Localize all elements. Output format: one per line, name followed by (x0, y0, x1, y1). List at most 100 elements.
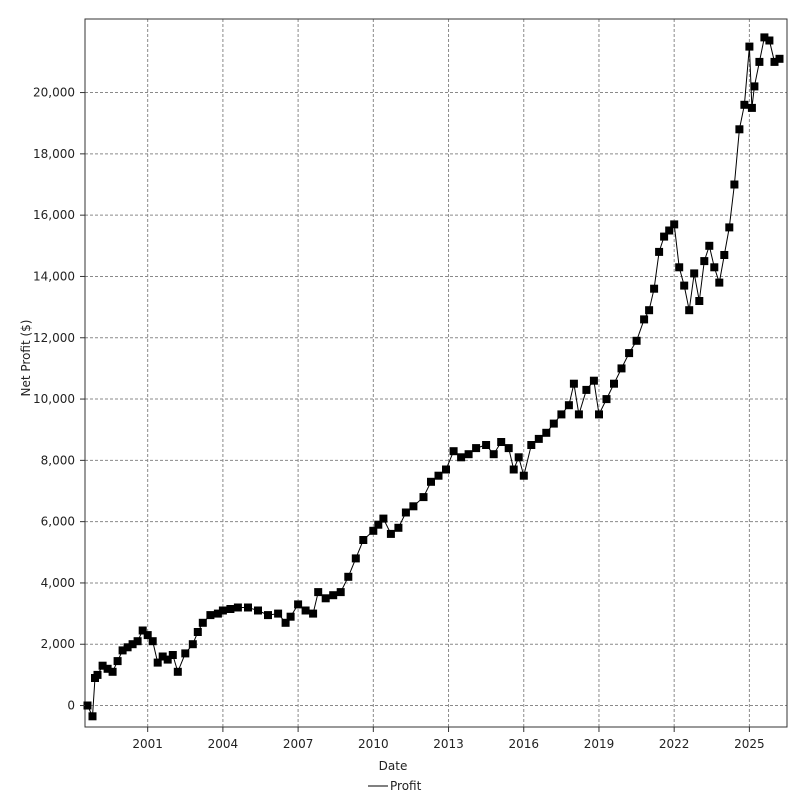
data-point (409, 502, 418, 511)
data-point (128, 640, 137, 649)
data-point (386, 529, 395, 538)
data-point (359, 536, 368, 544)
data-point (509, 465, 518, 474)
x-tick-label: 2022 (659, 737, 690, 751)
data-point (645, 306, 654, 315)
data-point (401, 508, 410, 517)
data-point (670, 220, 679, 229)
data-point (193, 628, 202, 636)
y-tick-label: 20,000 (33, 86, 75, 100)
data-point (163, 655, 172, 664)
data-point (482, 441, 491, 449)
data-point (497, 438, 506, 446)
data-point (755, 57, 764, 66)
data-point (489, 450, 498, 459)
data-point (274, 609, 283, 618)
y-tick-label: 4,000 (41, 576, 75, 590)
series-line-layer (87, 36, 780, 717)
data-point (173, 667, 182, 676)
data-point (103, 664, 112, 673)
data-point (650, 284, 659, 293)
data-point (602, 395, 611, 404)
data-point (206, 611, 215, 620)
data-point (685, 306, 694, 315)
data-point (640, 315, 649, 324)
data-point (226, 605, 235, 613)
y-tick-label: 12,000 (33, 331, 75, 345)
data-point (775, 54, 784, 63)
x-tick-label: 2001 (132, 737, 163, 751)
data-point (244, 603, 252, 612)
data-point (213, 609, 222, 618)
legend-label: Profit (390, 779, 422, 793)
data-point (148, 637, 157, 646)
data-point (336, 588, 345, 597)
data-point (198, 618, 207, 627)
legend: Profit (368, 779, 422, 793)
y-axis-ticks: 0 2,000 4,000 6,000 8,000 10,000 12,000 14,000 1… (33, 86, 85, 713)
data-point (123, 643, 132, 652)
x-axis-title: Date (379, 759, 408, 773)
data-point (188, 640, 197, 649)
data-point (504, 444, 513, 453)
x-axis-ticks: 2001 2004 2007 2010 2013 2016 2019 2022 2025 (132, 727, 765, 751)
data-point (564, 401, 573, 410)
data-point (730, 180, 739, 189)
data-point (138, 626, 147, 635)
data-point (434, 471, 443, 480)
x-tick-label: 2025 (734, 737, 765, 751)
x-tick-label: 2010 (358, 737, 389, 751)
data-point (534, 434, 543, 443)
y-tick-label: 16,000 (33, 208, 75, 222)
data-point (735, 125, 744, 134)
data-point (427, 477, 435, 486)
data-point (83, 701, 92, 710)
data-point (665, 226, 674, 235)
data-point (610, 379, 618, 388)
data-point (750, 82, 759, 91)
data-point (254, 606, 262, 615)
y-tick-label: 18,000 (33, 147, 75, 161)
data-point (557, 410, 566, 419)
data-point (153, 658, 162, 667)
data-point (158, 652, 167, 661)
x-tick-label: 2016 (508, 737, 539, 751)
data-point (442, 465, 450, 474)
data-point (632, 336, 641, 345)
data-point (449, 447, 458, 456)
data-point (133, 637, 142, 646)
data-point (98, 661, 107, 670)
data-point (351, 554, 360, 563)
data-point (745, 42, 754, 51)
data-point (369, 526, 378, 535)
data-point (574, 410, 583, 419)
data-point (700, 257, 709, 266)
data-point (514, 453, 523, 462)
data-point (655, 247, 664, 256)
data-point (329, 591, 338, 600)
data-point (715, 278, 724, 287)
data-point (294, 600, 303, 609)
grid (85, 19, 787, 727)
data-point (770, 57, 779, 66)
data-point (108, 667, 117, 676)
data-point (218, 606, 227, 615)
y-tick-label: 2,000 (41, 637, 75, 651)
data-point (394, 523, 403, 532)
y-tick-label: 0 (67, 699, 75, 713)
data-point (720, 251, 729, 259)
data-point (309, 609, 318, 618)
data-point (286, 612, 295, 621)
data-point (181, 649, 190, 658)
data-point (264, 611, 272, 620)
data-point (168, 651, 177, 659)
data-point (705, 241, 714, 250)
marker-layer (83, 33, 784, 721)
x-tick-label: 2007 (283, 737, 314, 751)
data-point (695, 297, 704, 305)
y-tick-label: 10,000 (33, 392, 75, 406)
data-point (675, 263, 684, 272)
data-point (314, 588, 323, 597)
y-tick-label: 14,000 (33, 269, 75, 283)
data-point (519, 471, 528, 480)
